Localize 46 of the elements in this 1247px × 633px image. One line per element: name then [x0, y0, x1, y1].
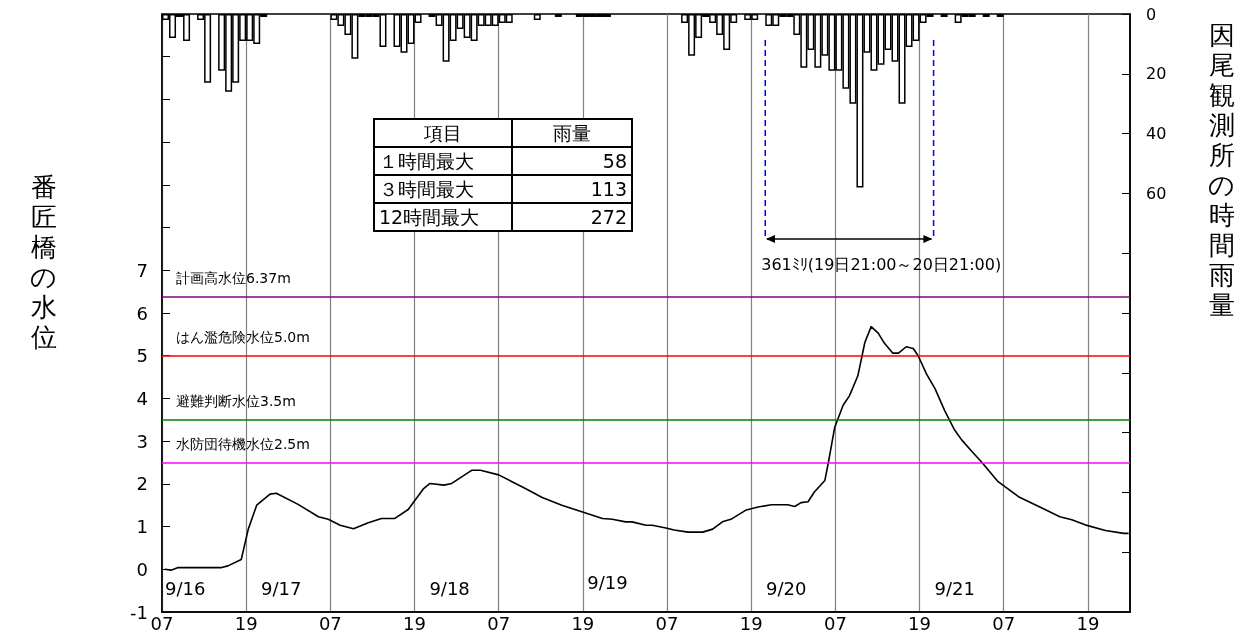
y2-tick-label: 40	[1146, 124, 1167, 144]
text: 因尾観測所の時間雨量	[1208, 20, 1235, 320]
y-tick-label: -1	[130, 601, 148, 623]
annotation: 9/16	[164, 577, 206, 599]
x-tick-label: 19	[739, 612, 763, 633]
y2-tick-label: 0	[1146, 4, 1157, 24]
x-tick-label: 19	[571, 612, 595, 633]
annotation: 113	[512, 175, 632, 203]
y2-tick-label: 20	[1146, 64, 1167, 84]
y-tick-label: 4	[136, 387, 148, 409]
annotation: 雨量	[512, 119, 632, 147]
x-tick-label: 07	[318, 612, 342, 633]
annotation: 58	[512, 147, 632, 175]
x-tick-label: 07	[150, 612, 174, 633]
y-tick-label: 0	[136, 558, 148, 580]
x-tick-label: 07	[823, 612, 847, 633]
y-tick-label: 5	[136, 345, 148, 367]
x-tick-label: 07	[992, 612, 1016, 633]
annotation: 9/17	[261, 577, 302, 599]
annotation: 12時間最大	[374, 203, 512, 231]
x-tick-label: 19	[1076, 612, 1100, 633]
annotation: 9/20	[766, 577, 807, 599]
annotation: ３時間最大	[374, 175, 512, 203]
annotation: 9/19	[587, 571, 628, 593]
annotation: 361ﾐﾘ(19日21:00～20日21:00)	[761, 254, 1002, 274]
annotation: 272	[512, 203, 632, 231]
annotation: 9/18	[429, 577, 470, 599]
y-tick-label: 1	[136, 516, 148, 538]
annotation: 9/21	[934, 577, 975, 599]
y-tick-label: 7	[136, 259, 148, 281]
x-tick-label: 19	[234, 612, 258, 633]
x-tick-label: 19	[908, 612, 932, 633]
ref-line-label: はん濫危険水位5.0m	[176, 328, 310, 345]
y2-tick-label: 60	[1146, 183, 1167, 203]
y-tick-label: 2	[136, 473, 148, 495]
y-tick-label: 3	[136, 430, 148, 452]
ref-line-label: 計画高水位6.37m	[176, 270, 291, 287]
y-tick-label: 6	[136, 302, 148, 324]
annotation: １時間最大	[374, 147, 512, 175]
annotation: 項目	[374, 119, 512, 147]
x-tick-label: 19	[403, 612, 426, 633]
ref-line-label: 避難判断水位3.5m	[176, 392, 296, 409]
y-axis-title: 番匠橋の水位	[30, 172, 57, 352]
x-tick-label: 07	[655, 612, 679, 633]
ref-line-label: 水防団待機水位2.5m	[176, 435, 310, 452]
x-tick-label: 07	[487, 612, 511, 633]
